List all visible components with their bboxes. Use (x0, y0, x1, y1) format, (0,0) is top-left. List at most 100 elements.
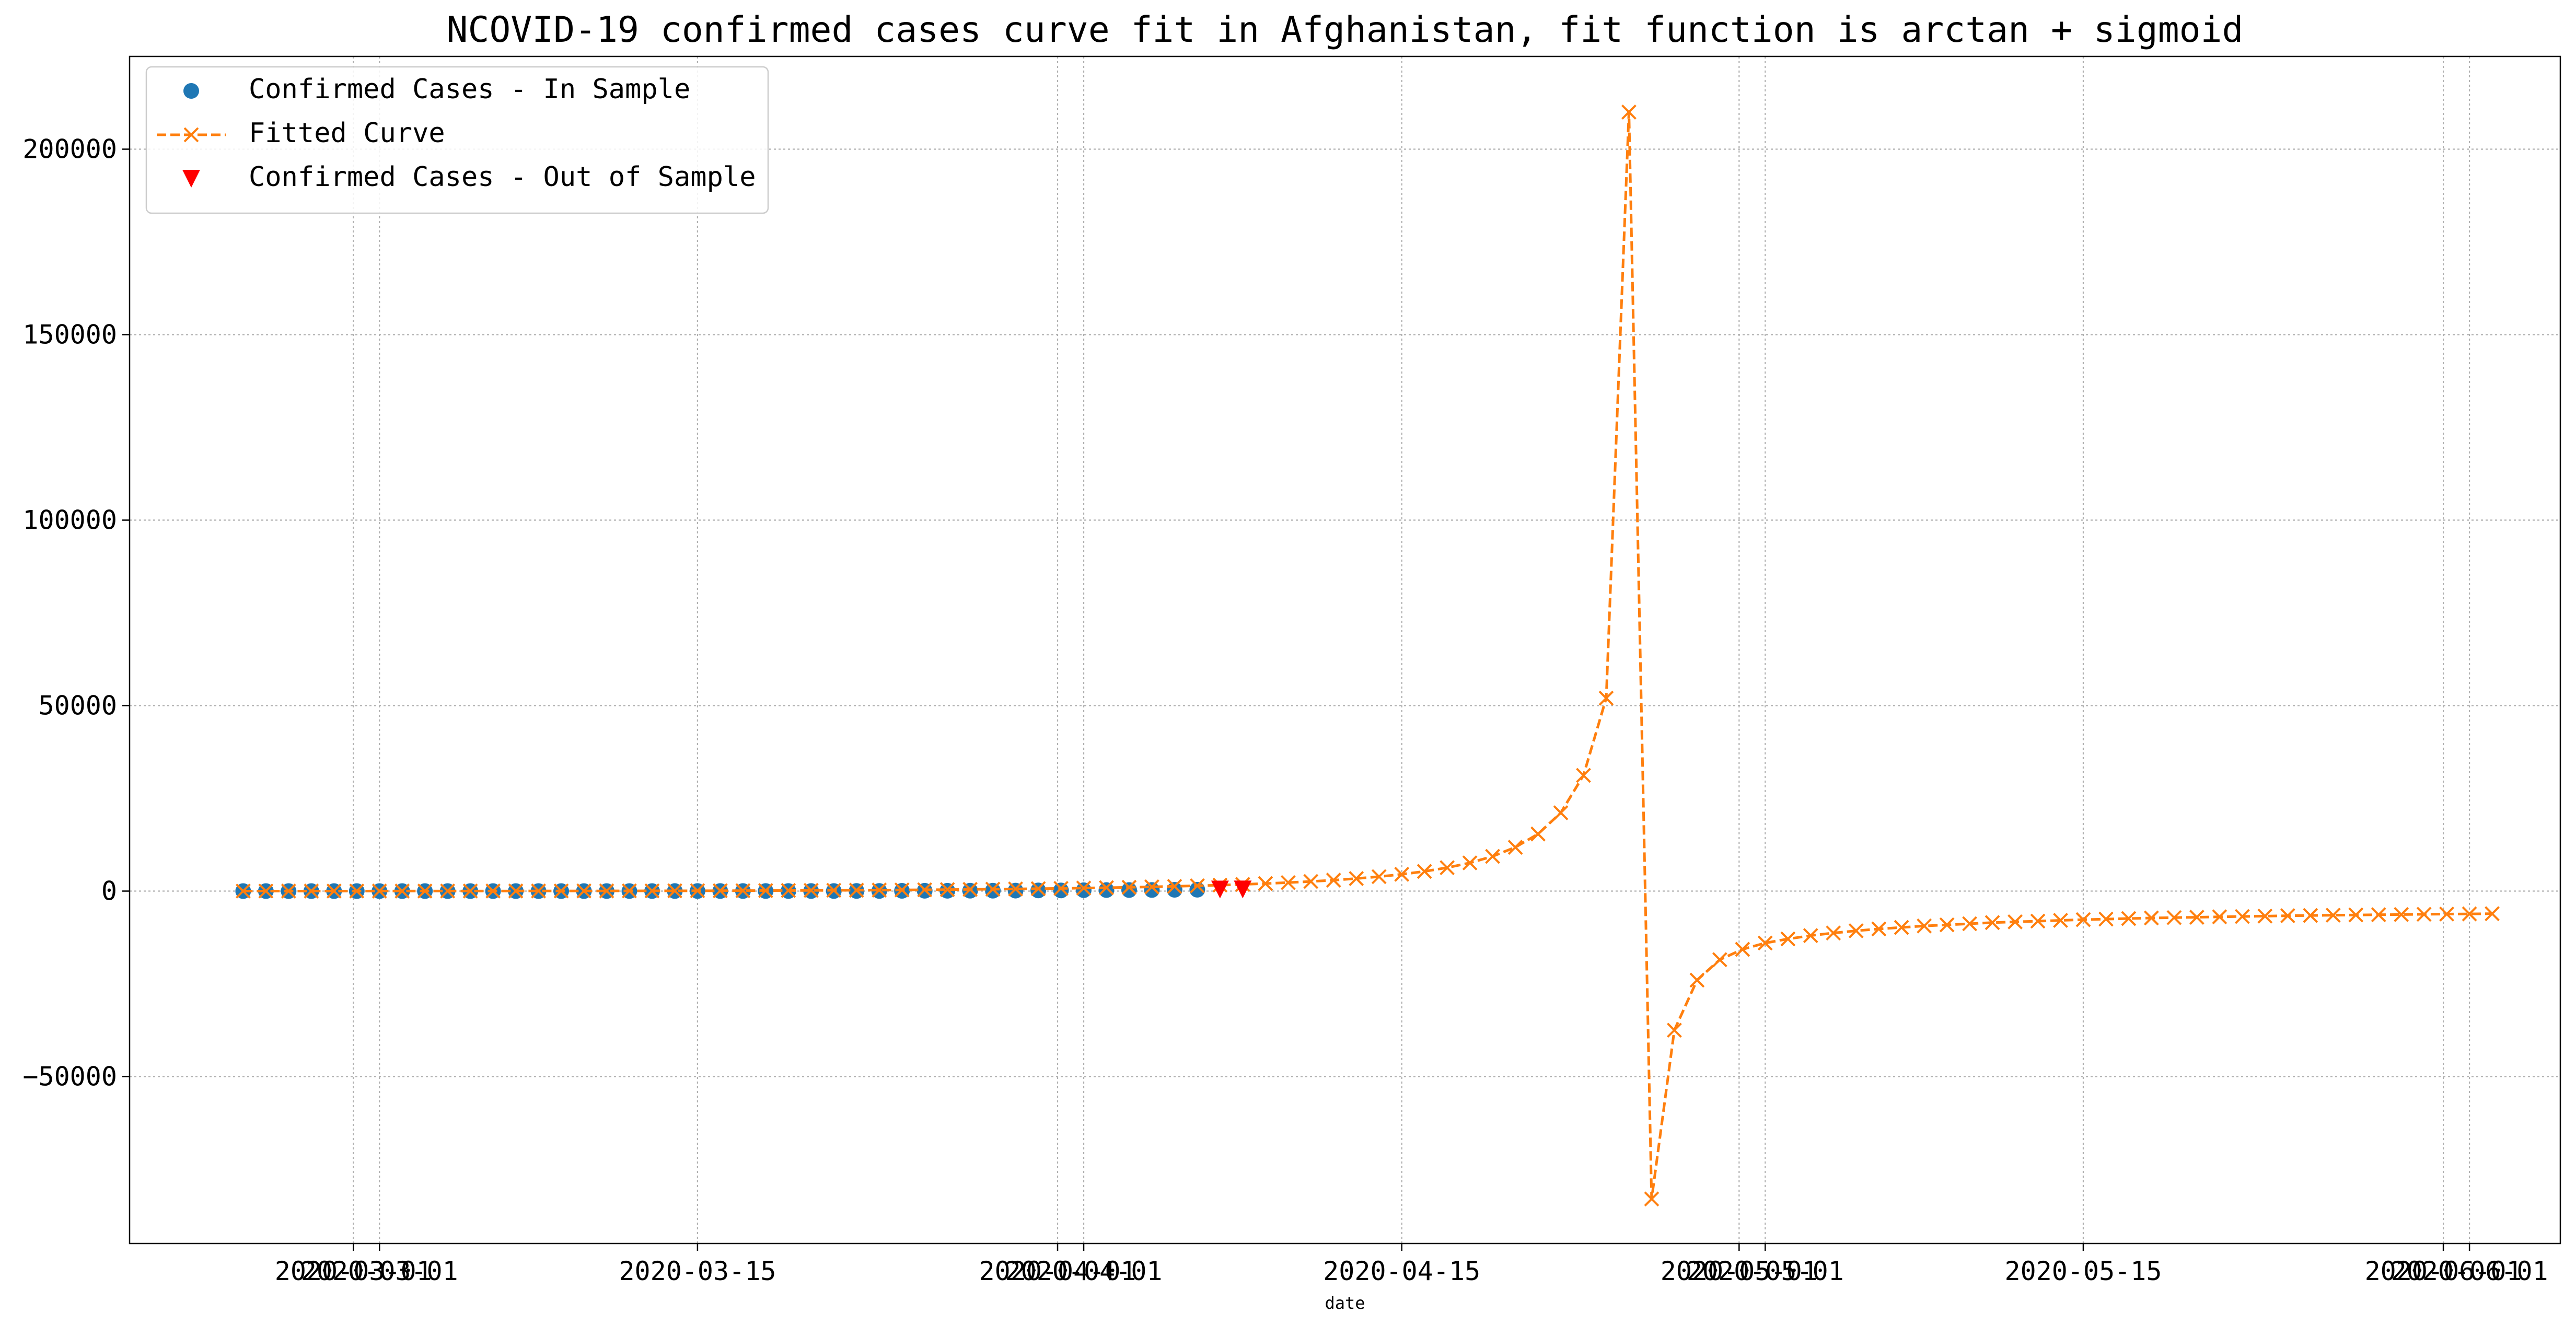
fit-point (803, 882, 819, 898)
out-of-sample-point (182, 170, 200, 188)
fit-point (183, 127, 199, 143)
x-tick-label: 2020-04-01 (979, 1256, 1136, 1286)
fit-point (644, 883, 660, 899)
fit-point (2439, 906, 2455, 922)
fit-point (2325, 908, 2341, 923)
fit-point (1803, 928, 1818, 944)
fit-point (1440, 860, 1455, 876)
fit-point (2257, 909, 2273, 924)
legend-marker (183, 83, 199, 99)
x-tick-label: 2020-04-15 (1323, 1256, 1480, 1286)
grid (130, 56, 2560, 1243)
fit-point (1417, 864, 1432, 879)
fit-point (1053, 880, 1069, 896)
fit-point (1917, 918, 1932, 934)
fit-point (1553, 805, 1569, 821)
fit-point (1894, 920, 1909, 935)
fit-point (2462, 906, 2477, 922)
x-tick-label: 2020-03-01 (275, 1256, 432, 1286)
fit-point (1757, 935, 1773, 951)
x-tick-label: 2020-03-15 (619, 1256, 776, 1286)
legend-label: Confirmed Cases - In Sample (249, 74, 690, 105)
fit-point (894, 882, 910, 898)
series-out-of-sample (1211, 880, 1252, 899)
fit-point (1598, 690, 1614, 706)
legend-item-fitted-curve: Fitted Curve (157, 118, 445, 149)
fit-point (1644, 1191, 1660, 1207)
fit-point (849, 882, 864, 898)
x-tick-label: 2020-06-01 (2391, 1256, 2548, 1286)
plot-area-frame (129, 55, 2561, 1245)
x-tick-label: 2020-04-01 (1005, 1256, 1163, 1286)
x-tick-label: 2020-05-01 (1687, 1256, 1844, 1286)
fit-point (1962, 916, 1978, 932)
x-axis-label: date (1325, 1293, 1365, 1313)
fit-point (1008, 881, 1024, 897)
in-sample-point (1166, 882, 1182, 898)
in-sample-point (1144, 882, 1160, 898)
fit-point (1280, 875, 1296, 890)
fit-point (1530, 826, 1546, 842)
in-sample-point (1189, 881, 1205, 898)
legend-box (145, 66, 769, 214)
axis-ticks: −50000 0 50000 100000 150000 200000 2020-03-01… (22, 134, 2548, 1287)
fit-point (394, 884, 410, 899)
fit-point (576, 883, 591, 899)
fit-point (1871, 921, 1887, 937)
x-tick-label: 2020-03-01 (301, 1256, 458, 1286)
fit-point (2075, 912, 2091, 927)
fit-point (2234, 909, 2250, 924)
x-tick-label: 2020-05-15 (2004, 1256, 2162, 1286)
legend-item-out-of-sample: Confirmed Cases - Out of Sample (182, 161, 756, 193)
fit-point (281, 884, 296, 899)
fit-point (1121, 879, 1137, 895)
fit-point (1576, 768, 1591, 783)
in-sample-point (1030, 882, 1047, 899)
legend-item-in-sample: Confirmed Cases - In Sample (183, 74, 690, 105)
fit-point (235, 884, 251, 899)
series-fitted-curve (235, 104, 2500, 1207)
fit-point (2212, 909, 2227, 925)
fit-point (1712, 952, 1727, 968)
fit-point (531, 883, 546, 899)
y-tick-label: −50000 (22, 1062, 117, 1092)
fit-point (2144, 910, 2159, 926)
fit-point (1848, 923, 1864, 938)
fit-point (2394, 906, 2409, 922)
fit-point (1939, 917, 1955, 933)
fit-point (2371, 907, 2386, 923)
fit-point (440, 883, 456, 899)
fit-point (1826, 925, 1841, 941)
in-sample-point (1076, 882, 1092, 898)
y-tick-label: 150000 (22, 320, 117, 350)
fit-point (1326, 873, 1341, 888)
fit-point (1189, 878, 1205, 893)
in-sample-point (1121, 882, 1137, 898)
fit-point (1507, 840, 1523, 855)
fit-point (1144, 879, 1159, 894)
x-tick-label: 2020-06-01 (2365, 1256, 2522, 1286)
fit-point (417, 883, 433, 899)
fit-point (1030, 881, 1046, 897)
fit-point (2008, 914, 2023, 929)
fit-point (622, 883, 637, 899)
fit-point (2416, 906, 2432, 922)
fit-point (508, 883, 524, 899)
series-layer (235, 104, 2500, 1207)
y-tick-label: 200000 (22, 134, 117, 165)
fit-point (1099, 880, 1114, 896)
fit-point (258, 884, 274, 899)
fit-point (2485, 906, 2500, 922)
out-of-sample-point (1211, 880, 1229, 899)
fit-line (243, 112, 2492, 1200)
fit-point (667, 883, 682, 899)
fit-point (1394, 866, 1410, 882)
in-sample-point (1007, 882, 1024, 899)
fit-point (985, 881, 1001, 897)
legend: Confirmed Cases - In Sample Fitted Curve C… (145, 66, 769, 214)
fit-point (690, 883, 705, 899)
fit-point (553, 883, 569, 899)
fit-point (1349, 871, 1364, 886)
fit-point (2280, 908, 2295, 924)
